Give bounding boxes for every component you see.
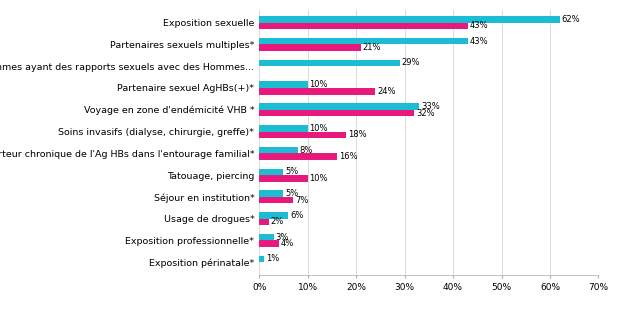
Text: 5%: 5% (285, 167, 299, 176)
Bar (259, 38, 468, 44)
Text: 10%: 10% (310, 80, 328, 89)
Text: 32%: 32% (416, 108, 435, 117)
Bar (259, 82, 308, 88)
Text: 24%: 24% (378, 87, 396, 96)
Bar (259, 147, 298, 153)
Text: 16%: 16% (339, 152, 357, 161)
Text: 33%: 33% (421, 102, 440, 111)
Bar (259, 44, 361, 51)
Text: 1%: 1% (266, 254, 279, 263)
Text: 6%: 6% (290, 211, 304, 220)
Text: 43%: 43% (470, 21, 488, 30)
Bar (259, 219, 269, 225)
Text: 10%: 10% (310, 124, 328, 133)
Bar (259, 190, 283, 197)
Bar (259, 169, 283, 175)
Text: 18%: 18% (349, 130, 367, 139)
Bar (259, 60, 400, 66)
Bar (259, 88, 376, 94)
Bar (259, 153, 337, 160)
Bar (259, 240, 278, 247)
Bar (259, 103, 419, 110)
Bar (259, 234, 274, 240)
Text: 8%: 8% (300, 146, 313, 155)
Text: 10%: 10% (310, 174, 328, 183)
Bar (259, 110, 414, 116)
Bar (259, 212, 288, 219)
Text: 43%: 43% (470, 37, 488, 46)
Bar (259, 125, 308, 132)
Text: 62%: 62% (561, 15, 580, 24)
Bar (259, 132, 346, 138)
Text: 2%: 2% (271, 217, 284, 226)
Bar (259, 23, 468, 29)
Text: 21%: 21% (363, 43, 381, 52)
Text: 7%: 7% (295, 196, 308, 204)
Text: 29%: 29% (402, 59, 420, 68)
Bar (259, 175, 308, 181)
Bar (259, 256, 264, 262)
Text: 4%: 4% (281, 239, 294, 248)
Bar (259, 16, 560, 23)
Bar (259, 197, 293, 203)
Text: 3%: 3% (276, 233, 289, 242)
Text: 5%: 5% (285, 189, 299, 198)
